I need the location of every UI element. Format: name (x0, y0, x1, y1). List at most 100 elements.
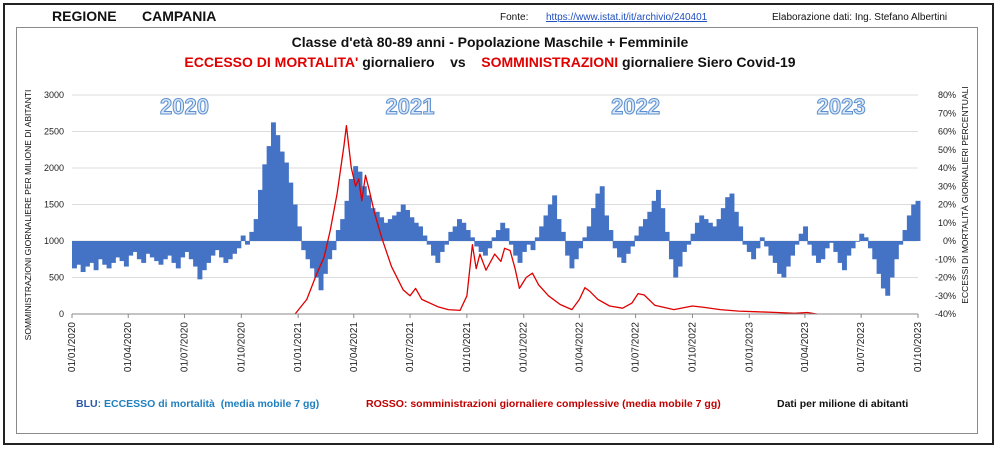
excess-bar (764, 241, 770, 247)
excess-bar (206, 241, 212, 263)
y-right-tick-label: 80% (938, 90, 956, 100)
excess-bar (725, 197, 731, 241)
excess-bar (608, 230, 614, 241)
excess-bar (638, 226, 644, 241)
excess-bar (794, 241, 800, 245)
legend-blue-prefix: BLU (76, 398, 98, 410)
excess-bar (270, 122, 276, 241)
excess-bar (539, 226, 545, 241)
excess-bar (236, 241, 242, 249)
y-right-tick-label: 30% (938, 181, 956, 191)
excess-bar (630, 241, 635, 247)
y-right-tick-label: -10% (935, 254, 956, 264)
excess-bar (664, 231, 670, 241)
excess-bar (599, 186, 605, 241)
excess-bar (547, 204, 553, 241)
x-tick-label: 01/07/2022 (631, 322, 642, 372)
excess-bar (167, 241, 173, 256)
excess-bar (777, 241, 783, 274)
excess-bar (504, 228, 510, 241)
excess-bar (560, 231, 566, 241)
excess-bar (837, 241, 843, 263)
excess-bar (465, 230, 471, 241)
excess-bar (517, 241, 523, 263)
excess-bar (880, 241, 886, 289)
y-right-tick-label: -40% (935, 309, 956, 319)
excess-bar (703, 219, 709, 241)
excess-bar (262, 164, 268, 241)
excess-bar (491, 237, 497, 241)
excess-bar (418, 226, 423, 241)
excess-bar (266, 146, 272, 241)
excess-bar (668, 241, 674, 260)
excess-bar (400, 204, 406, 241)
excess-bar (729, 193, 735, 241)
excess-bar (785, 241, 791, 267)
excess-bar (586, 226, 592, 241)
excess-bar (223, 241, 229, 263)
excess-bar (214, 241, 220, 251)
excess-bar (283, 162, 289, 241)
excess-bar (102, 241, 108, 265)
excess-bar (487, 241, 493, 249)
excess-bar (677, 241, 683, 267)
excess-bar (513, 241, 519, 256)
excess-bar (327, 241, 333, 260)
excess-bar (578, 241, 584, 249)
source-link[interactable]: https://www.istat.it/it/archivio/240401 (546, 12, 708, 23)
excess-bar (431, 241, 436, 256)
excess-bar (716, 219, 722, 241)
excess-bar (863, 237, 869, 241)
excess-bar (824, 241, 830, 249)
excess-bar (422, 235, 428, 241)
year-label: 2022 (611, 94, 660, 119)
excess-bar (193, 241, 199, 267)
excess-bar (690, 233, 696, 241)
excess-bar (474, 241, 480, 247)
excess-bar (331, 241, 337, 251)
y-right-tick-label: 20% (938, 200, 956, 210)
excess-bar (893, 241, 899, 260)
excess-bar (534, 237, 540, 241)
excess-bar (188, 241, 194, 260)
excess-bar (171, 241, 177, 263)
x-tick-label: 01/10/2022 (687, 322, 698, 372)
excess-bar (885, 241, 891, 296)
excess-bar (361, 186, 367, 241)
excess-bar (344, 200, 350, 241)
excess-bar (876, 241, 882, 274)
excess-bar (383, 222, 389, 241)
excess-bar (444, 241, 449, 245)
excess-bar (145, 241, 151, 254)
x-tick-label: 01/01/2020 (67, 322, 78, 372)
excess-bar (482, 241, 488, 256)
excess-bar (733, 211, 739, 241)
excess-bar (426, 241, 432, 245)
excess-bar (867, 241, 873, 249)
excess-bar (258, 189, 263, 241)
excess-bar (110, 241, 116, 263)
excess-bar (128, 241, 134, 256)
excess-bar (292, 204, 298, 241)
excess-bar (625, 241, 631, 254)
x-tick-label: 01/10/2023 (913, 322, 924, 372)
excess-bar (660, 208, 666, 241)
x-tick-label: 01/01/2022 (519, 322, 530, 372)
excess-bar (582, 237, 588, 241)
excess-bar (245, 241, 250, 245)
excess-bar (681, 241, 687, 252)
excess-bar (348, 178, 354, 241)
excess-bar (296, 226, 302, 241)
excess-bar (720, 208, 726, 241)
excess-bar (565, 241, 571, 256)
y-left-tick-label: 1500 (44, 200, 64, 210)
y-left-tick-label: 0 (59, 309, 64, 319)
excess-bar (751, 241, 757, 260)
source-label: Fonte: (500, 12, 529, 23)
excess-bar (435, 241, 441, 263)
subtitle-mid: giornaliero vs (358, 54, 481, 70)
chart-subtitle: ECCESSO DI MORTALITA' giornaliero vs SOM… (184, 54, 795, 70)
excess-bar (309, 241, 315, 269)
excess-bar (240, 235, 246, 241)
excess-bar (521, 241, 527, 252)
